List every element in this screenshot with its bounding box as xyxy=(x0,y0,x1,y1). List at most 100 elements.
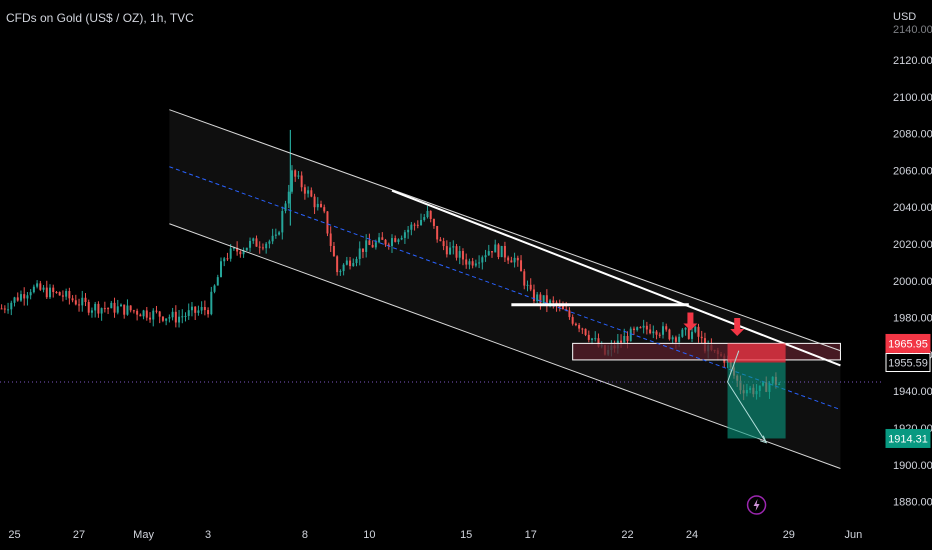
x-tick-label: 22 xyxy=(621,529,633,541)
candle-body xyxy=(216,277,219,286)
x-tick-label: 27 xyxy=(73,529,85,541)
candle-body xyxy=(691,331,694,339)
projection-path xyxy=(726,350,767,443)
candle-body xyxy=(274,234,277,236)
candle-body xyxy=(255,238,258,247)
candle-body xyxy=(381,237,384,240)
candle-body xyxy=(458,251,461,258)
candle-body xyxy=(626,335,629,342)
candle-body xyxy=(210,291,213,315)
candle-body xyxy=(87,301,90,313)
x-tick-label: 8 xyxy=(302,529,308,541)
candle-body xyxy=(503,245,506,258)
candle-body xyxy=(403,232,406,238)
candle-body xyxy=(300,175,303,188)
candle-body xyxy=(303,187,306,194)
candle-body xyxy=(574,323,577,326)
candle-body xyxy=(655,331,658,335)
candle-body xyxy=(7,309,10,311)
y-tick-label: 2080.00 xyxy=(893,129,932,141)
candle-body xyxy=(597,338,600,347)
candle-body xyxy=(658,334,661,336)
x-tick-label: 10 xyxy=(363,529,375,541)
candle-body xyxy=(49,287,52,298)
candle-body xyxy=(568,310,571,318)
candle-body xyxy=(152,310,155,320)
candle-body xyxy=(239,251,242,255)
candle-body xyxy=(471,261,474,266)
candle-body xyxy=(520,260,523,272)
supply-zone[interactable] xyxy=(572,342,841,361)
candle-body xyxy=(587,334,590,340)
candle-body xyxy=(432,218,435,226)
candle-body xyxy=(97,303,100,314)
candle-body xyxy=(258,246,261,248)
candle-body xyxy=(149,317,152,320)
candle-body xyxy=(561,305,564,310)
currency-label: USD xyxy=(893,11,916,23)
candle-body xyxy=(487,251,490,256)
candle-body xyxy=(384,239,387,245)
chart-title: CFDs on Gold (US$ / OZ), 1h, TVC xyxy=(6,11,194,25)
candle-body xyxy=(242,250,245,255)
candle-body xyxy=(545,295,548,305)
take-profit-box[interactable] xyxy=(727,362,786,439)
sell-arrow-icon xyxy=(730,318,745,336)
candle-body xyxy=(581,328,584,330)
candle-body xyxy=(507,257,510,261)
x-tick-label: 29 xyxy=(783,529,795,541)
candle-body xyxy=(684,327,687,330)
candle-body xyxy=(261,247,264,249)
candle-body xyxy=(497,244,500,258)
candle-body xyxy=(571,317,574,324)
candle-body xyxy=(468,261,471,265)
candle-body xyxy=(465,259,468,265)
candle-body xyxy=(674,337,677,342)
candle-body xyxy=(584,328,587,335)
candle-body xyxy=(594,338,597,340)
candle-body xyxy=(26,295,29,299)
candle-body xyxy=(449,247,452,255)
candle-body xyxy=(61,295,64,297)
candle-body xyxy=(13,297,16,303)
trendline[interactable] xyxy=(391,189,841,367)
candle-body xyxy=(358,248,361,259)
candle-body xyxy=(552,300,555,303)
candle-body xyxy=(523,271,526,286)
y-tick-label: 2060.00 xyxy=(893,165,932,177)
candle-body xyxy=(126,305,129,315)
channel-upper-line[interactable] xyxy=(169,109,841,352)
candle-body xyxy=(32,286,35,293)
candle-body xyxy=(139,314,142,317)
candle-body xyxy=(491,251,494,253)
candle-body xyxy=(107,308,110,310)
y-tick-label: 2000.00 xyxy=(893,276,932,288)
price-badge-text: 1955.59 xyxy=(888,358,928,370)
candle-body xyxy=(310,190,313,197)
candle-body xyxy=(374,242,377,248)
candle-body xyxy=(145,310,148,318)
candle-body xyxy=(184,315,187,317)
candle-body xyxy=(442,241,445,247)
candle-body xyxy=(345,260,348,265)
candle-body xyxy=(636,327,639,331)
candle-body xyxy=(387,244,390,247)
candle-body xyxy=(171,311,174,318)
y-tick-label: 2120.00 xyxy=(893,55,932,67)
candle-body xyxy=(649,329,652,334)
candle-body xyxy=(455,246,458,258)
stop-loss-box[interactable] xyxy=(727,343,786,363)
candle-body xyxy=(100,308,103,314)
candle-body xyxy=(368,240,371,245)
candle-body xyxy=(662,326,664,335)
candle-body xyxy=(155,310,158,312)
candle-body xyxy=(339,271,342,273)
candle-body xyxy=(52,287,55,292)
y-tick-label: 1940.00 xyxy=(893,386,932,398)
candle-body xyxy=(278,232,281,235)
candle-body xyxy=(45,287,48,298)
candle-body xyxy=(484,255,487,258)
candle-body xyxy=(197,310,200,313)
candle-body xyxy=(223,258,226,262)
